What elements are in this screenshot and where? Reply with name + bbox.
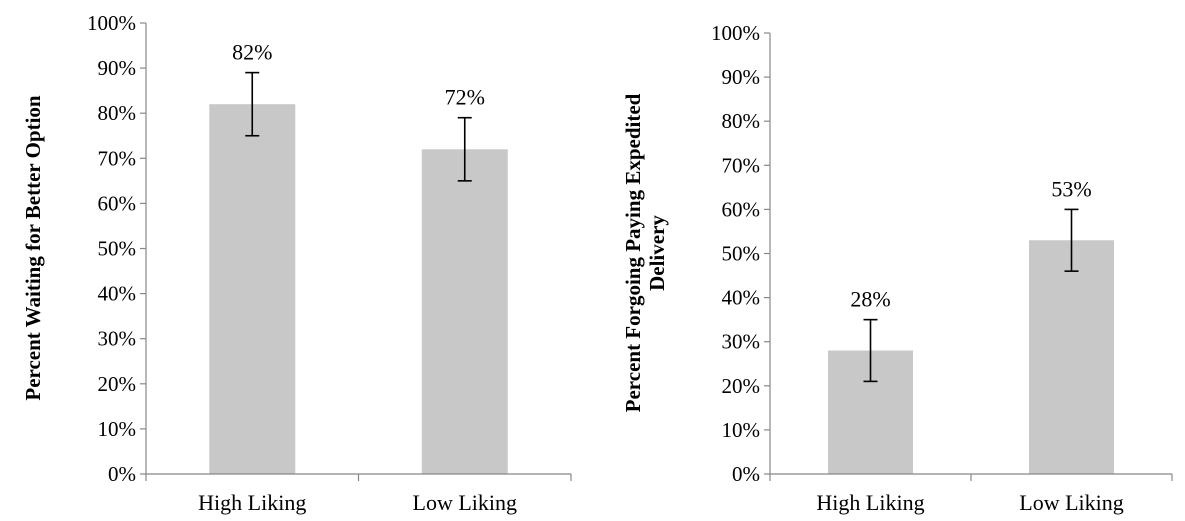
y-tick-label: 100% [87,11,136,35]
y-tick-label: 90% [98,56,137,80]
y-tick-label: 70% [722,153,761,177]
x-category-label: High Liking [198,490,306,515]
y-tick-label: 40% [98,282,137,306]
data-label: 82% [232,40,272,65]
y-tick-label: 80% [98,101,137,125]
y-axis-title-line: Delivery [645,215,669,291]
x-category-label: High Liking [816,490,924,515]
data-label: 28% [850,287,890,312]
y-tick-label: 50% [722,242,761,266]
y-tick-label: 60% [722,197,761,221]
y-tick-label: 30% [722,330,761,354]
bar-1 [1029,240,1114,474]
y-tick-label: 30% [98,327,137,351]
y-tick-label: 100% [711,21,760,45]
y-tick-label: 10% [722,418,761,442]
y-tick-label: 60% [98,191,137,215]
y-tick-label: 20% [98,372,137,396]
bar-1 [421,149,508,474]
y-tick-label: 10% [98,417,137,441]
y-axis-title: Percent Forgoing Paying ExpeditedDeliver… [621,93,669,412]
chart-waiting-better-option: 0% 10% 20% 30% 40% 50% 60% 70% 80% 90% 100% High Li… [21,11,572,515]
y-tick-label: 90% [722,65,761,89]
y-tick-label: 40% [722,286,761,310]
y-tick-label: 50% [98,237,137,261]
y-axis-title-line: Percent Forgoing Paying Expedited [621,93,645,412]
data-label: 53% [1051,176,1091,201]
x-category-label: Low Liking [413,490,518,515]
x-category-label: Low Liking [1019,490,1124,515]
data-label: 72% [445,85,485,110]
chart-forgoing-expedited-delivery: 0% 10% 20% 30% 40% 50% 60% 70% 80% 90% 100% High Li… [621,21,1173,515]
y-tick-label: 0% [108,462,136,486]
y-tick-label: 20% [722,374,761,398]
bar-0 [209,104,296,475]
y-axis-title: Percent Waiting for Better Option [21,95,45,401]
y-tick-label: 80% [722,109,761,133]
y-tick-label: 70% [98,146,137,170]
y-tick-label: 0% [732,462,760,486]
